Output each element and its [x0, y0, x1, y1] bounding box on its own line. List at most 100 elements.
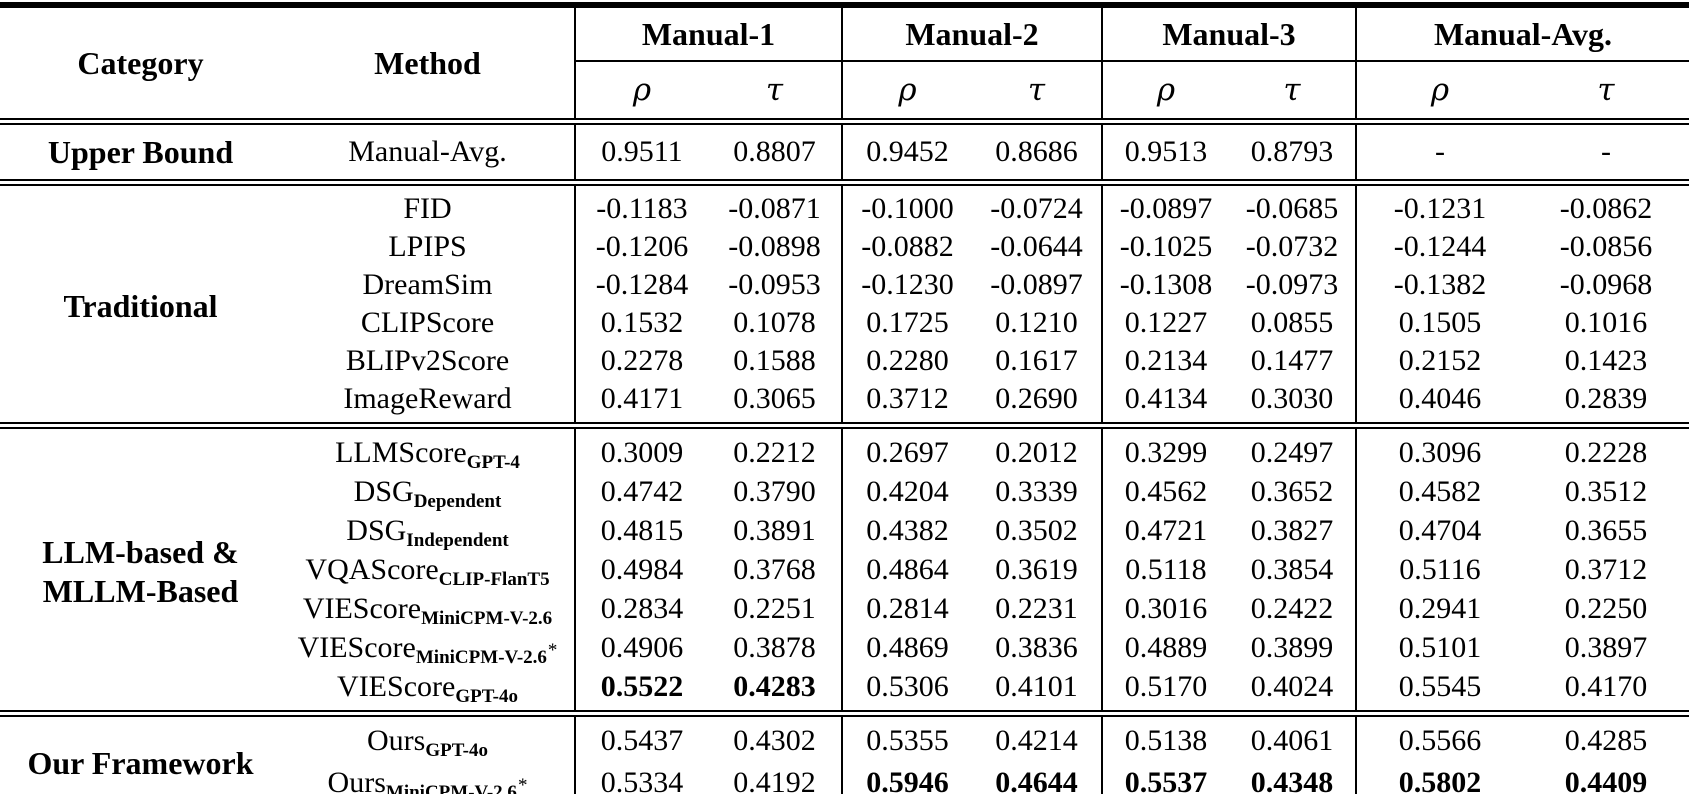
- value-cell: 0.5170: [1101, 667, 1229, 714]
- value-cell: 0.3512: [1564, 474, 1648, 508]
- value-cell: 0.5566: [1355, 713, 1523, 762]
- value-cell: -0.0732: [1245, 230, 1339, 263]
- method-cell: VIEScoreMiniCPM-V-2.6: [281, 589, 575, 629]
- method-name: Ours: [327, 766, 386, 794]
- method-cell: DSGIndependent: [281, 511, 575, 551]
- value-cell: -0.0897: [1101, 182, 1229, 228]
- header-tau: τ: [1027, 72, 1046, 108]
- header-manual-2: Manual-2: [841, 5, 1102, 62]
- table-row: VQAScoreCLIP-FlanT5 0.4984 0.3768 0.4864 0.3…: [0, 550, 1689, 590]
- value-cell: 0.4285: [1564, 724, 1648, 757]
- value-cell: 0.5116: [1355, 550, 1523, 589]
- method-cell: DSGDependent: [281, 472, 575, 512]
- value-cell: 0.1505: [1355, 304, 1523, 342]
- value-cell: -0.0882: [841, 228, 972, 266]
- value-cell: 0.3790: [733, 474, 816, 508]
- method-cell: CLIPScore: [281, 304, 575, 342]
- value-cell: -0.0973: [1245, 268, 1339, 301]
- header-tau: τ: [1597, 72, 1615, 108]
- value-cell: -0.0685: [1245, 192, 1339, 225]
- table-row: DSGDependent 0.4742 0.3790 0.4204 0.3339 0.45…: [0, 472, 1689, 512]
- value-cell: -0.0871: [728, 192, 821, 225]
- value-cell: -0.1000: [841, 182, 972, 228]
- table-row: ImageReward 0.4171 0.3065 0.3712 0.2690 0.413…: [0, 380, 1689, 426]
- method-name: VIEScore: [297, 630, 416, 664]
- value-cell: 0.3878: [733, 630, 816, 664]
- value-cell: 0.4721: [1101, 511, 1229, 550]
- value-cell: 0.1423: [1564, 344, 1648, 377]
- method-subscript: GPT-4o: [425, 740, 488, 761]
- value-cell: 0.2251: [733, 591, 816, 625]
- value-cell: 0.4046: [1355, 380, 1523, 426]
- header-method: Method: [374, 44, 481, 81]
- method-subscript: MiniCPM-V-2.6: [421, 607, 553, 629]
- method-name: BLIPv2Score: [345, 344, 510, 377]
- value-cell: 0.4864: [841, 550, 972, 589]
- value-cell: 0.4101: [995, 669, 1078, 703]
- value-cell: 0.9513: [1101, 121, 1229, 183]
- value-cell: 0.4192: [733, 766, 816, 794]
- value-cell: 0.2941: [1355, 589, 1523, 628]
- value-cell: 0.3712: [841, 380, 972, 426]
- value-cell: 0.8793: [1250, 135, 1334, 168]
- value-cell: 0.2839: [1564, 382, 1648, 415]
- table-row: DreamSim -0.1284 -0.0953 -0.1230 -0.0897 -0.1…: [0, 266, 1689, 304]
- value-cell: 0.2212: [733, 435, 816, 469]
- value-cell: 0.1016: [1564, 306, 1648, 339]
- method-name: VIEScore: [337, 669, 456, 703]
- value-cell: 0.1532: [574, 304, 708, 342]
- value-cell: 0.3016: [1101, 589, 1229, 628]
- table-row: LLM-based & MLLM-Based LLMScoreGPT-4 0.3009…: [0, 425, 1689, 609]
- method-cell: FID: [281, 183, 575, 229]
- value-cell: 0.4171: [574, 380, 708, 426]
- header-tau: τ: [1283, 72, 1301, 108]
- value-cell: -0.1231: [1355, 182, 1523, 228]
- value-cell: 0.2422: [1250, 591, 1334, 625]
- value-cell: 0.4742: [574, 472, 708, 511]
- category-cell-llm-mllm-based: LLM-based & MLLM-Based: [42, 534, 239, 609]
- header-rho: ρ: [1101, 61, 1229, 122]
- value-cell: 0.4283: [733, 669, 816, 703]
- value-cell: 0.1227: [1101, 304, 1229, 342]
- method-asterisk: *: [517, 775, 528, 794]
- method-name: VIEScore: [302, 591, 422, 625]
- method-name: Ours: [367, 724, 426, 757]
- value-cell: -0.0968: [1559, 268, 1653, 301]
- table-row: DSGIndependent 0.4815 0.3891 0.4382 0.3502 0.…: [0, 511, 1689, 551]
- method-cell: ImageReward: [281, 380, 575, 426]
- value-cell: 0.3502: [995, 513, 1078, 547]
- table-row: VIEScoreMiniCPM-V-2.6* 0.4906 0.3878 0.4869…: [0, 628, 1689, 668]
- header-rho: ρ: [574, 61, 708, 122]
- method-cell: LPIPS: [281, 228, 575, 266]
- value-cell: 0.3897: [1564, 630, 1648, 664]
- method-cell: VIEScoreGPT-4o: [281, 667, 575, 714]
- value-cell: -0.0953: [728, 268, 821, 301]
- value-cell: 0.4869: [841, 628, 972, 667]
- header-rho: ρ: [1355, 61, 1523, 122]
- value-cell: 0.2231: [995, 591, 1078, 625]
- value-cell: 0.5537: [1101, 762, 1229, 794]
- section-our-framework: Our Framework OursGPT-4o 0.5437 0.4302 0.535…: [0, 713, 1689, 794]
- table-row: Upper Bound Manual-Avg. 0.9511 0.8807 0.9452…: [0, 121, 1689, 183]
- table-row: BLIPv2Score 0.2278 0.1588 0.2280 0.1617 0.213…: [0, 342, 1689, 380]
- method-asterisk: *: [547, 639, 558, 661]
- table-row: CLIPScore 0.1532 0.1078 0.1725 0.1210 0.1227 0…: [0, 304, 1689, 342]
- value-cell: 0.9511: [574, 121, 708, 183]
- method-name: ImageReward: [343, 382, 512, 415]
- value-cell: 0.4382: [841, 511, 972, 550]
- value-cell: 0.1210: [995, 306, 1078, 339]
- method-name: LPIPS: [388, 230, 467, 263]
- value-cell: 0.1078: [733, 306, 816, 339]
- value-cell: 0.1477: [1250, 344, 1334, 377]
- value-cell: -0.1230: [841, 266, 972, 304]
- value-cell: 0.3096: [1355, 425, 1523, 472]
- method-cell: VIEScoreMiniCPM-V-2.6*: [281, 628, 575, 668]
- value-cell: 0.4302: [733, 724, 816, 757]
- header-manual-3: Manual-3: [1101, 5, 1356, 62]
- header-manual-1: Manual-1: [574, 5, 842, 62]
- header-manual-avg: Manual-Avg.: [1354, 5, 1689, 62]
- table-row: VIEScoreGPT-4o 0.5522 0.4283 0.5306 0.4101 0.…: [0, 667, 1689, 714]
- method-cell: VQAScoreCLIP-FlanT5: [281, 550, 575, 590]
- value-cell: 0.4815: [574, 511, 708, 550]
